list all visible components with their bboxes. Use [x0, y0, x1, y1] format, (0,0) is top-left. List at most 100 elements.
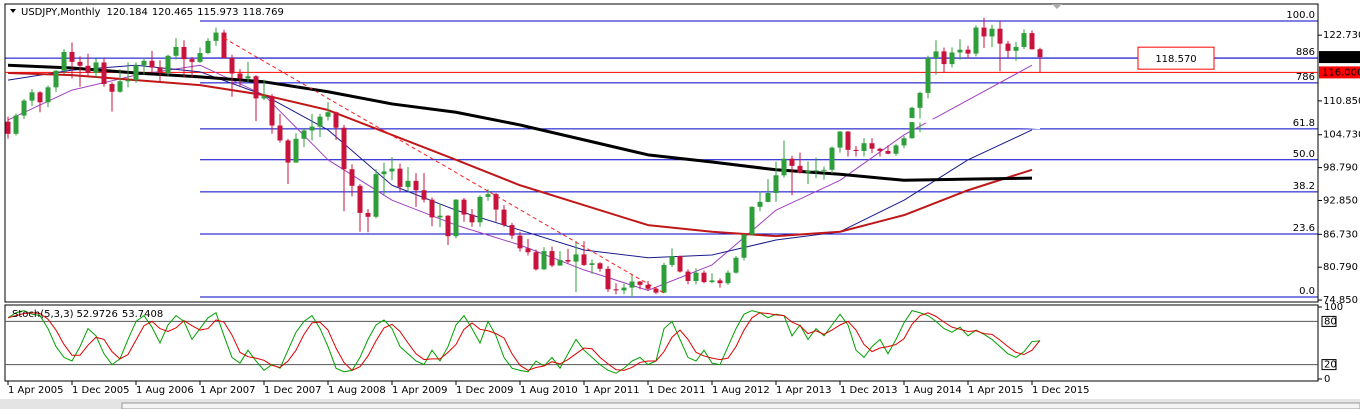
candle-body [437, 215, 443, 218]
candle-body [981, 27, 987, 37]
candle-body [821, 169, 827, 171]
candle-body [309, 126, 315, 131]
x-tick-label: 1 Apr 2015 [968, 385, 1023, 396]
price-box [1319, 66, 1360, 79]
candle-body [701, 272, 707, 283]
candle-body [941, 51, 947, 65]
candle-body [149, 60, 155, 68]
candle-body [357, 185, 363, 213]
candle-body [29, 92, 35, 101]
stoch-line [7, 312, 1041, 371]
candle-body [349, 169, 355, 186]
candle-body [837, 131, 843, 148]
candle-body [413, 180, 419, 191]
candle-body [101, 62, 107, 85]
y-tick-label: 104.730 [1323, 130, 1360, 141]
stoch-main-value: 52.9726 [76, 309, 117, 320]
candle-body [341, 127, 347, 170]
x-tick-label: 1 Dec 2007 [264, 385, 322, 396]
candle-body [141, 60, 147, 66]
moving-average [7, 71, 1033, 238]
x-tick-label: 1 Dec 2005 [72, 385, 130, 396]
candle-body [365, 212, 371, 217]
candle-body [77, 61, 83, 66]
candle-body [925, 58, 931, 93]
candle-body [917, 92, 923, 108]
candle-body [245, 76, 251, 79]
candle-body [389, 168, 395, 172]
candle-body [109, 84, 115, 92]
candle-body [237, 73, 243, 79]
candle-body [581, 254, 587, 265]
candle-body [829, 147, 835, 170]
shift-marker [1052, 4, 1062, 9]
x-tick-label: 1 Aug 2010 [520, 385, 578, 396]
candle-body [957, 49, 963, 53]
annotation-box [1137, 46, 1215, 70]
candle-body [861, 143, 867, 151]
candle-body [333, 112, 339, 128]
candle-body [53, 70, 59, 88]
stoch-panel [4, 304, 1319, 382]
stoch-header: Stoch(5,3,3) 52.9726 53.7408 [12, 309, 163, 320]
header-low: 115.973 [197, 7, 238, 18]
candle-body [877, 148, 883, 151]
candle-body [1021, 33, 1027, 47]
trendline [223, 37, 665, 294]
candle-body [133, 65, 139, 81]
candle-body [621, 287, 627, 291]
candle-body [789, 158, 795, 166]
candle-body [653, 288, 659, 293]
candle-body [277, 125, 283, 141]
candle-body [565, 259, 571, 262]
plot-layer: 100.0 886 786 61.8 50.0 38.2 23.6 0.0 118.570 116… [5, 10, 1360, 396]
candle-body [13, 115, 19, 134]
current-price-box [1319, 51, 1360, 64]
fib-label: 100.0 [1286, 10, 1315, 21]
fib-label: 38.2 [1293, 181, 1315, 192]
header-triangle [10, 9, 16, 13]
y-tick-label: 92.850 [1323, 195, 1358, 206]
candle-body [901, 138, 907, 146]
candle-body [221, 32, 227, 59]
candle-body [845, 131, 851, 150]
x-tick-label: 1 Aug 2012 [712, 385, 770, 396]
candle-body [189, 59, 195, 62]
level-label: 20 [1324, 360, 1337, 371]
symbol-title: USDJPY,Monthly [21, 7, 101, 18]
candle-body [557, 259, 563, 266]
moving-average [7, 63, 1033, 182]
candle-body [661, 264, 667, 293]
candle-body [45, 87, 51, 103]
x-tick-label: 1 Apr 2013 [776, 385, 831, 396]
candle-body [205, 40, 211, 54]
candle-body [125, 80, 131, 82]
candle-body [381, 171, 387, 175]
candle-body [773, 175, 779, 194]
candle-body [485, 194, 491, 197]
fib-label: 23.6 [1293, 223, 1315, 234]
candle-body [613, 289, 619, 291]
candle-body [533, 252, 539, 270]
fib-label: 61.8 [1293, 118, 1315, 129]
candle-body [541, 251, 547, 270]
candle-body [525, 248, 531, 253]
candle-body [709, 280, 715, 283]
fib-label: 786 [1296, 72, 1315, 83]
x-tick-label: 1 Dec 2009 [456, 385, 514, 396]
y-tick-label: 86.730 [1323, 229, 1358, 240]
candle-body [509, 225, 515, 236]
candle-body [157, 67, 163, 73]
annotation: 118.570 [1155, 54, 1196, 65]
candle-body [885, 150, 891, 154]
candle-body [605, 268, 611, 290]
level-box [1321, 359, 1337, 371]
candle-body [429, 199, 435, 218]
candle-body [405, 180, 411, 187]
trendline [503, 95, 1041, 130]
candle-body [253, 76, 259, 99]
main-panel [4, 3, 1319, 303]
y-tick-label: 74.850 [1323, 295, 1358, 306]
candle-body [37, 92, 43, 103]
